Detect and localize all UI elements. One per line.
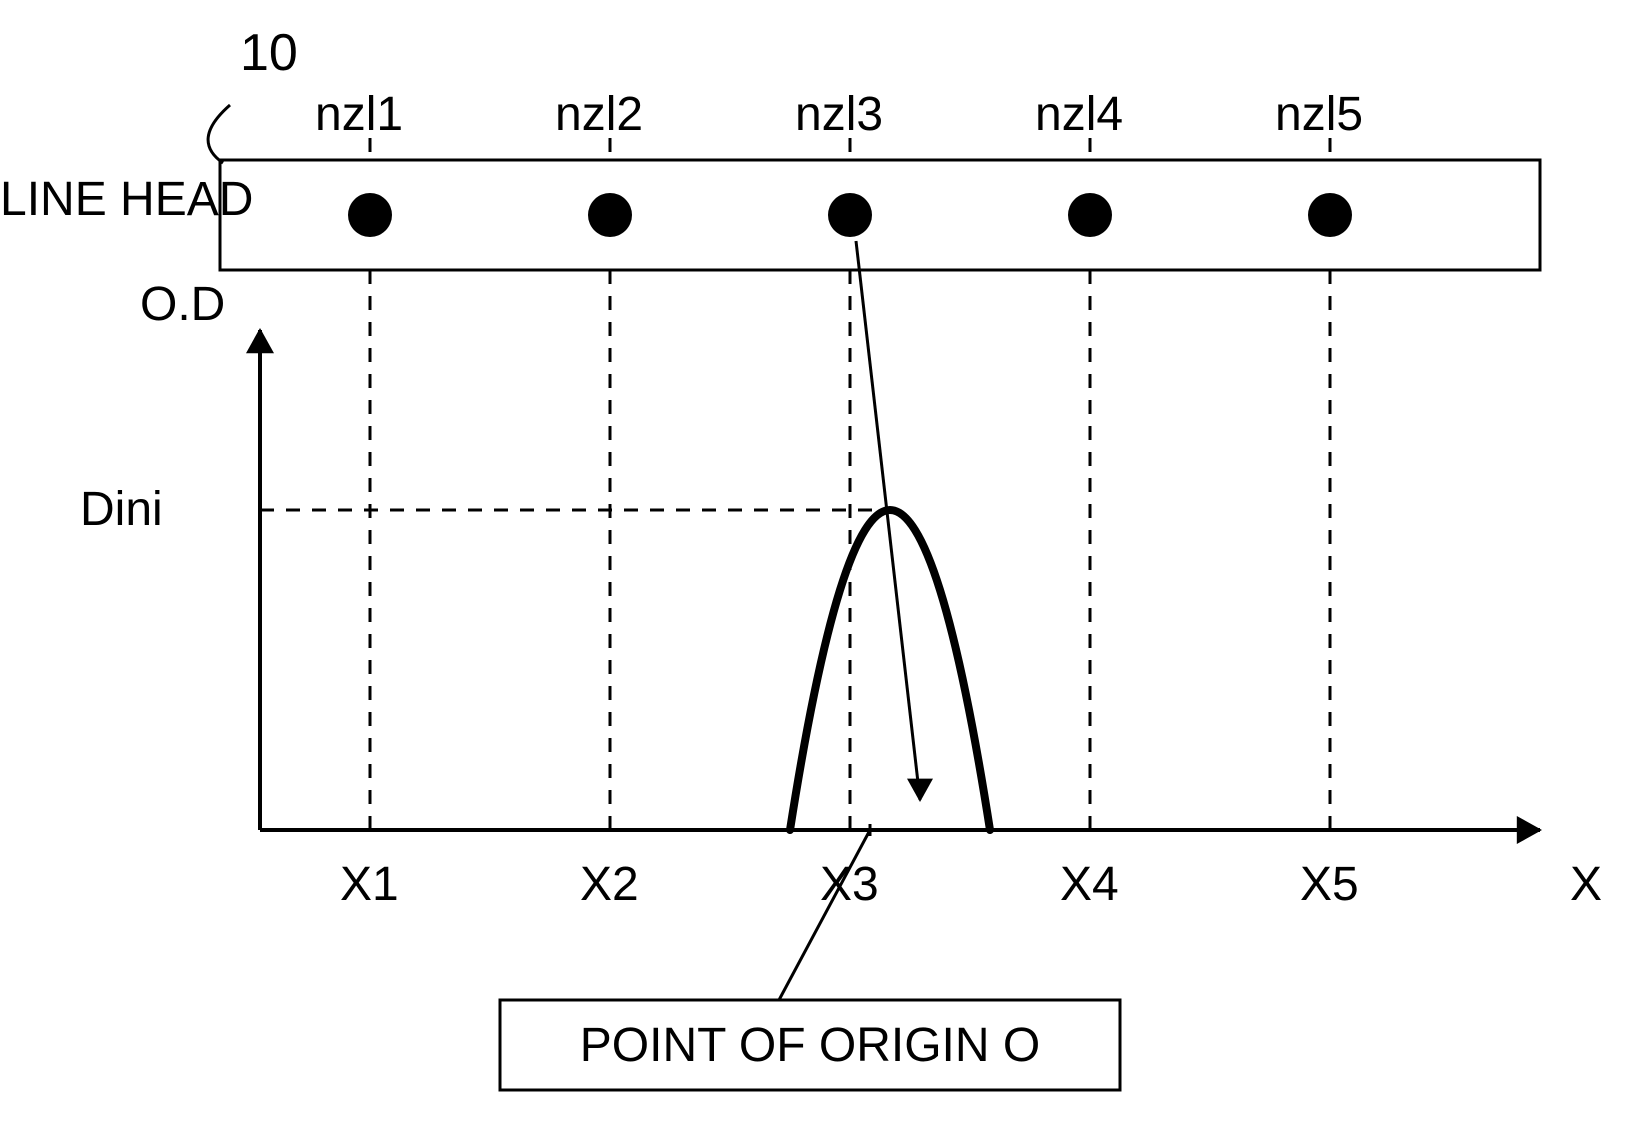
nozzle-top-label: nzl3 [795, 88, 883, 141]
nozzle-bottom-label: X1 [340, 858, 399, 911]
nozzle-top-label: nzl5 [1275, 88, 1363, 141]
arrowhead [1517, 816, 1542, 844]
y-axis-label: O.D [140, 278, 225, 331]
dini-label: Dini [80, 483, 163, 536]
nozzle-dot [588, 193, 632, 237]
nozzle-top-label: nzl4 [1035, 88, 1123, 141]
nozzle-top-label: nzl2 [555, 88, 643, 141]
arrowhead [907, 779, 933, 802]
origin-leader [779, 830, 870, 1000]
density-curve [790, 510, 990, 830]
nozzle-dot [828, 193, 872, 237]
origin-callout-text: POINT OF ORIGIN O [580, 1019, 1040, 1072]
nozzle-dot [1068, 193, 1112, 237]
callout-number: 10 [240, 24, 298, 82]
callout-leader [208, 105, 230, 163]
arrowhead [246, 328, 274, 353]
line-head-label: LINE HEAD [0, 173, 253, 226]
nozzle-bottom-label: X2 [580, 858, 639, 911]
nozzle-dot [348, 193, 392, 237]
nozzle-top-label: nzl1 [315, 88, 403, 141]
x-axis-label: X [1570, 858, 1602, 911]
nozzle-bottom-label: X5 [1300, 858, 1359, 911]
nozzle-bottom-label: X4 [1060, 858, 1119, 911]
nozzle-dot [1308, 193, 1352, 237]
